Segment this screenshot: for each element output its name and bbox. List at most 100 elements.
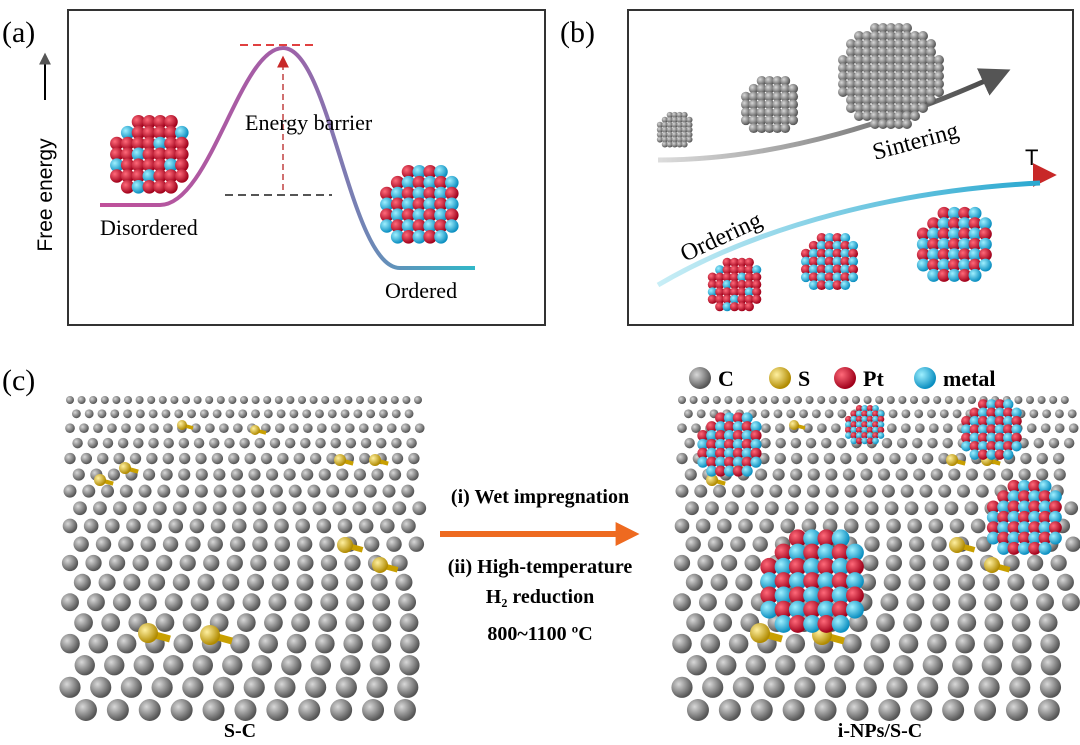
carbon-atom — [340, 655, 361, 676]
atom — [788, 115, 799, 126]
atom — [723, 412, 735, 424]
atom — [846, 39, 856, 49]
atom — [838, 87, 848, 97]
atom — [774, 615, 793, 633]
atom — [831, 586, 850, 605]
atom — [846, 55, 856, 65]
carbon-atom — [242, 593, 261, 612]
atom — [153, 136, 167, 151]
carbon-atom — [1036, 452, 1048, 465]
carbon-atom — [251, 409, 260, 419]
carbon-atom — [930, 468, 943, 481]
atom — [722, 279, 732, 290]
atom — [142, 180, 157, 194]
carbon-atom — [163, 655, 184, 676]
atom — [986, 510, 1000, 524]
atom — [1002, 440, 1014, 452]
atom — [918, 103, 928, 113]
atom — [831, 572, 850, 591]
atom — [968, 217, 982, 231]
atom — [872, 410, 879, 418]
carbon-atom — [126, 518, 141, 534]
carbon-atom — [909, 554, 926, 572]
atom — [877, 421, 885, 429]
atom — [803, 572, 822, 591]
atom — [838, 55, 848, 65]
atom — [947, 248, 961, 262]
atom — [997, 490, 1011, 504]
atom — [872, 415, 879, 423]
atom — [902, 79, 912, 89]
carbon-atom — [806, 484, 820, 498]
carbon-atom — [148, 573, 166, 591]
carbon-atom — [402, 396, 411, 404]
carbon-atom — [921, 396, 930, 404]
atom — [877, 410, 885, 418]
atom — [866, 432, 874, 439]
atom — [706, 421, 718, 433]
atom — [832, 272, 843, 283]
carbon-atom — [332, 501, 347, 516]
carbon-atom — [759, 518, 774, 534]
carbon-atom — [697, 554, 714, 572]
carbon-atom — [148, 409, 158, 419]
atom — [846, 543, 864, 562]
atom — [968, 258, 982, 272]
carbon-atom — [376, 437, 387, 449]
atom — [850, 415, 858, 423]
atom — [164, 136, 178, 151]
carbon-atom — [684, 437, 695, 449]
atom — [1028, 541, 1042, 555]
carbon-atom — [274, 676, 296, 698]
atom — [994, 440, 1006, 452]
carbon-atom — [296, 536, 313, 552]
atom — [142, 115, 157, 129]
carbon-atom — [107, 423, 117, 433]
atom — [927, 258, 941, 272]
carbon-atom — [856, 452, 868, 465]
atom — [434, 208, 448, 222]
carbon-atom — [213, 468, 226, 481]
carbon-atom — [1020, 452, 1032, 465]
carbon-atom — [205, 423, 215, 433]
carbon-atom — [685, 501, 699, 516]
atom — [729, 272, 740, 282]
carbon-atom — [837, 409, 847, 419]
carbon-atom — [942, 423, 953, 433]
atom — [1002, 407, 1014, 418]
nanoparticle — [707, 257, 762, 312]
atom — [153, 169, 167, 183]
legend-label: Pt — [863, 366, 884, 391]
atom — [816, 232, 827, 243]
carbon-atom — [269, 484, 283, 498]
carbon-atom — [884, 501, 899, 516]
atom — [894, 23, 904, 33]
atom — [997, 510, 1011, 524]
carbon-atom — [268, 593, 287, 612]
atom — [986, 500, 1000, 514]
carbon-atom — [404, 409, 414, 419]
atom — [894, 95, 904, 105]
carbon-atom — [846, 699, 869, 721]
carbon-atom — [852, 396, 860, 404]
carbon-atom — [694, 484, 708, 498]
atom — [142, 158, 157, 172]
carbon-atom — [73, 501, 87, 516]
carbon-atom — [870, 633, 890, 654]
atom — [756, 75, 767, 86]
carbon-atom — [274, 518, 289, 534]
carbon-atom — [927, 633, 947, 654]
step-text: 800~1100 ºC — [487, 623, 592, 645]
atom — [854, 55, 864, 65]
carbon-atom — [284, 437, 296, 449]
carbon-atom — [273, 554, 290, 572]
sulfur-atom — [119, 462, 131, 474]
carbon-atom — [362, 699, 385, 721]
atom — [1007, 531, 1021, 545]
carbon-atom — [412, 501, 427, 516]
atom — [961, 440, 972, 452]
carbon-atom — [807, 468, 820, 481]
atom — [986, 440, 997, 452]
carbon-atom — [910, 396, 918, 404]
carbon-atom — [1053, 452, 1065, 465]
